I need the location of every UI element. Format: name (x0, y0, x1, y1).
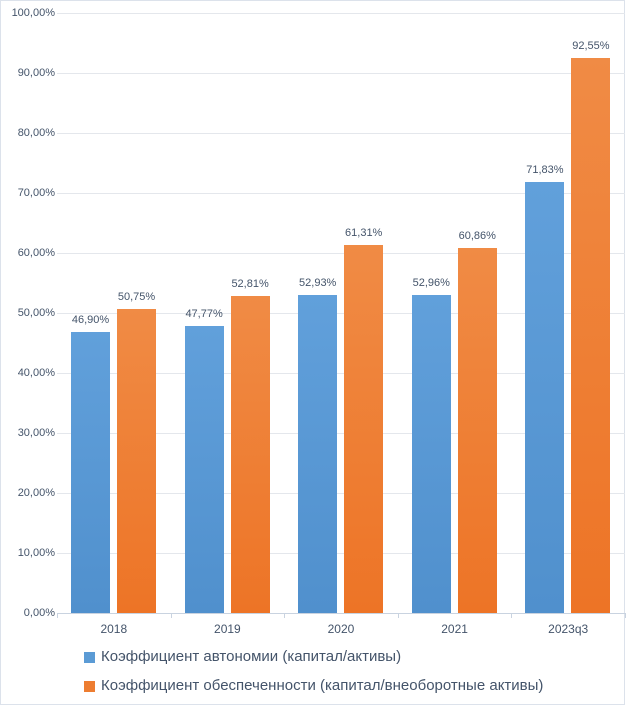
y-axis-tick-label: 20,00% (17, 487, 55, 499)
x-axis-category-label: 2023q3 (548, 622, 589, 636)
legend-label: Коэффициент обеспеченности (капитал/внео… (101, 677, 544, 694)
y-axis-tick-label: 70,00% (17, 187, 55, 199)
bar-series-1-2019 (184, 326, 224, 613)
bar-value-label: 61,31% (345, 227, 383, 240)
gridline (57, 373, 625, 374)
x-axis-tick (511, 613, 512, 618)
legend-item: Коэффициент обеспеченности (капитал/внео… (84, 677, 543, 695)
bar-series-2-2021 (457, 247, 497, 613)
gridline (57, 433, 625, 434)
x-axis-category-label: 2018 (100, 622, 128, 636)
bar-series-2-2019 (230, 296, 270, 613)
x-axis-line (57, 613, 625, 614)
y-axis-tick-label: 0,00% (23, 607, 55, 619)
y-axis-tick-label: 90,00% (17, 67, 55, 79)
bar-value-label: 46,90% (71, 313, 110, 326)
bar-value-label: 47,77% (185, 308, 223, 321)
bar-series-2-2020 (344, 245, 384, 613)
gridline (57, 193, 625, 194)
y-axis-tick-label: 10,00% (17, 547, 55, 559)
x-axis-category-label: 2021 (441, 622, 468, 636)
legend-item: Коэффициент автономии (капитал/активы) (84, 648, 543, 666)
x-axis-tick (284, 613, 285, 618)
bar-series-2-2018 (117, 308, 156, 613)
bar-value-label: 52,96% (412, 277, 450, 290)
bar-value-label: 50,75% (117, 290, 156, 303)
x-axis-category-label: 2019 (214, 622, 241, 636)
bar-series-1-2021 (411, 295, 451, 613)
x-axis-tick (171, 613, 172, 618)
gridline (57, 13, 625, 14)
x-axis-category-label: 2020 (327, 622, 355, 636)
y-axis-tick-label: 80,00% (17, 127, 55, 139)
gridline (57, 133, 625, 134)
legend: Коэффициент автономии (капитал/активы) Ко… (84, 648, 543, 706)
x-axis-tick (398, 613, 399, 618)
bar-value-label: 71,83% (526, 164, 564, 177)
bar-series-1-2023q3 (525, 182, 565, 613)
gridline (57, 553, 625, 554)
y-axis-tick-label: 40,00% (17, 367, 55, 379)
bar-series-1-2020 (298, 295, 338, 613)
bar-series-1-2018 (71, 331, 110, 613)
y-axis-tick-label: 50,00% (17, 307, 55, 319)
x-axis-tick (625, 613, 626, 618)
legend-label: Коэффициент автономии (капитал/активы) (101, 648, 402, 665)
y-axis-tick-label: 60,00% (17, 247, 55, 259)
bar-value-label: 52,93% (299, 277, 337, 290)
bar-value-label: 92,55% (572, 39, 610, 52)
gridline (57, 253, 625, 254)
bar-series-2-2023q3 (571, 57, 611, 613)
gridline (57, 493, 625, 494)
legend-swatch-icon (84, 680, 95, 692)
y-axis-tick-label: 100,00% (11, 7, 55, 19)
y-axis-tick-label: 30,00% (17, 427, 55, 439)
bar-value-label: 60,86% (458, 229, 496, 242)
gridline (57, 73, 625, 74)
bar-value-label: 52,81% (231, 278, 269, 291)
gridline (57, 313, 625, 314)
x-axis-tick (57, 613, 58, 618)
legend-swatch-icon (84, 651, 95, 663)
